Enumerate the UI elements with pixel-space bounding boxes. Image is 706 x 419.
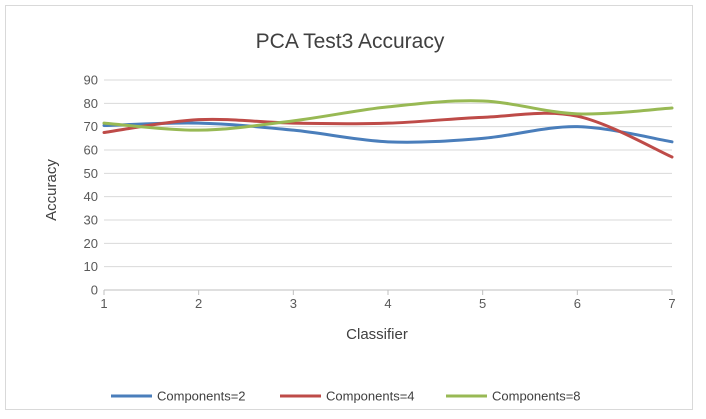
chart-title: PCA Test3 Accuracy (256, 30, 445, 53)
chart-frame (5, 5, 693, 410)
series-line-3 (102, 99, 674, 132)
series-line-2 (102, 111, 674, 159)
y-tick-label: 80 (84, 96, 98, 111)
y-axis-ticks: 0 10 20 30 40 50 60 70 80 90 (84, 73, 98, 298)
y-tick-label: 50 (84, 166, 98, 181)
series-line-1 (102, 121, 674, 144)
legend: Components=2 Components=4 Components=8 (111, 389, 581, 404)
y-tick-label: 0 (91, 283, 98, 298)
legend-label: Components=2 (157, 389, 246, 404)
x-tick-label: 5 (479, 296, 486, 311)
x-tick-label: 3 (290, 296, 297, 311)
x-axis-ticks: 1 2 3 4 5 6 7 (100, 290, 676, 311)
y-tick-label: 40 (84, 189, 98, 204)
y-tick-label: 70 (84, 119, 98, 134)
y-tick-label: 90 (84, 73, 98, 88)
x-tick-label: 1 (100, 296, 107, 311)
series-lines (102, 99, 674, 159)
x-tick-label: 2 (195, 296, 202, 311)
x-axis-title: Classifier (346, 326, 408, 343)
legend-label: Components=4 (326, 389, 415, 404)
gridlines (104, 79, 672, 291)
y-axis-title: Accuracy (43, 159, 60, 221)
legend-label: Components=8 (492, 389, 581, 404)
x-tick-label: 7 (668, 296, 675, 311)
x-tick-label: 6 (574, 296, 581, 311)
y-tick-label: 30 (84, 213, 98, 228)
y-tick-label: 20 (84, 236, 98, 251)
y-tick-label: 60 (84, 143, 98, 158)
x-tick-label: 4 (384, 296, 391, 311)
y-tick-label: 10 (84, 259, 98, 274)
